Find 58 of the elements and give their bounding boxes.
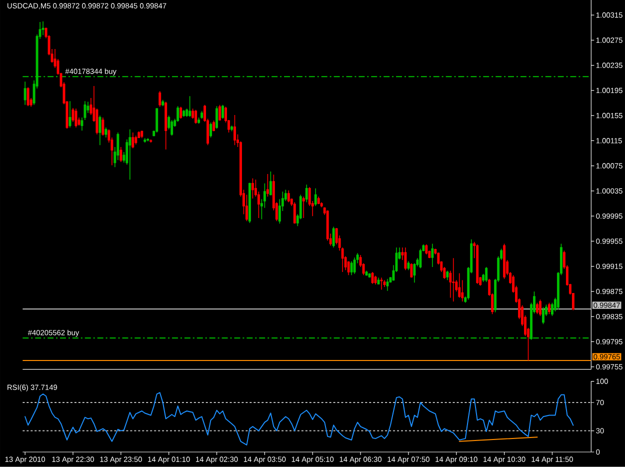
candlestick <box>287 190 290 203</box>
candlestick <box>162 99 164 107</box>
candlestick <box>431 243 434 268</box>
candlestick <box>150 139 152 144</box>
candlestick <box>146 138 150 142</box>
candlestick <box>266 174 269 198</box>
candlestick <box>182 110 186 118</box>
candlestick <box>233 114 236 146</box>
candlestick <box>452 258 455 302</box>
candlestick <box>386 278 389 292</box>
candlestick <box>365 270 368 276</box>
candlestick <box>102 117 104 136</box>
candlestick <box>24 81 26 106</box>
candlestick <box>332 226 335 248</box>
candlestick <box>68 100 72 128</box>
candlestick <box>104 127 108 138</box>
candlestick <box>42 20 44 36</box>
candlestick <box>305 184 308 203</box>
candlestick <box>353 257 356 274</box>
candlestick <box>128 129 132 180</box>
line-series <box>24 392 574 446</box>
candlestick <box>383 280 386 288</box>
candlestick <box>158 90 162 108</box>
candlestick <box>302 196 305 218</box>
candlestick <box>350 260 353 276</box>
candlestick <box>222 104 224 120</box>
candlestick <box>212 120 216 132</box>
candlestick <box>539 299 542 316</box>
candlestick <box>98 115 102 146</box>
candlestick <box>164 101 168 150</box>
candlestick <box>317 196 320 205</box>
candlestick <box>170 120 174 136</box>
candlestick <box>419 248 422 269</box>
candlestick <box>200 110 204 120</box>
candlestick <box>192 108 194 120</box>
candlestick <box>410 262 413 278</box>
candlestick <box>26 86 30 107</box>
candlestick <box>251 178 254 199</box>
candlestick <box>120 146 122 162</box>
candlestick <box>132 132 134 149</box>
candlestick <box>446 270 449 281</box>
candlestick <box>293 202 296 224</box>
candlestick <box>314 188 317 206</box>
candlestick <box>380 277 383 290</box>
candlestick <box>140 130 144 139</box>
candlestick <box>368 272 371 278</box>
candlestick <box>134 135 138 145</box>
candlestick <box>404 247 407 271</box>
candlestick <box>144 138 146 144</box>
candlestick <box>425 244 428 255</box>
candlestick <box>347 260 350 276</box>
candlestick <box>74 108 78 128</box>
candlestick <box>269 171 272 196</box>
candlestick <box>230 125 233 132</box>
candlestick <box>407 260 410 271</box>
candlestick <box>458 272 461 298</box>
candlestick <box>180 106 182 120</box>
candlestick <box>188 96 192 118</box>
